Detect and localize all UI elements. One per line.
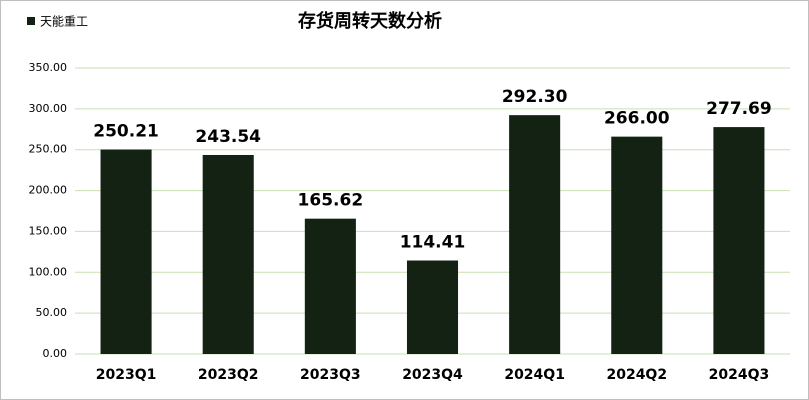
value-label: 292.30	[502, 87, 568, 107]
y-tick-label: 350.00	[29, 61, 68, 74]
bar	[304, 218, 356, 354]
bar	[509, 115, 561, 354]
x-tick-label: 2024Q1	[504, 367, 565, 383]
y-tick-label: 200.00	[29, 184, 68, 197]
value-label: 266.00	[604, 109, 670, 129]
x-tick-label: 2023Q3	[300, 367, 361, 383]
legend-label: 天能重工	[40, 15, 88, 29]
bar	[202, 154, 254, 354]
bar	[611, 136, 663, 354]
chart-title: 存货周转天数分析	[298, 10, 442, 32]
value-label: 243.54	[195, 127, 261, 147]
value-label: 165.62	[298, 191, 364, 211]
value-label: 114.41	[400, 233, 466, 253]
y-tick-label: 300.00	[29, 102, 68, 115]
value-label: 250.21	[93, 122, 159, 142]
x-tick-label: 2024Q3	[709, 367, 770, 383]
y-tick-label: 250.00	[29, 143, 68, 156]
x-tick-label: 2023Q2	[198, 367, 259, 383]
x-tick-label: 2024Q2	[606, 367, 667, 383]
x-tick-label: 2023Q4	[402, 367, 463, 383]
y-tick-label: 0.00	[43, 347, 68, 360]
y-tick-label: 50.00	[36, 306, 68, 319]
y-tick-label: 150.00	[29, 224, 68, 237]
legend-swatch	[27, 17, 35, 25]
bar	[713, 127, 765, 354]
x-tick-label: 2023Q1	[96, 367, 157, 383]
y-tick-label: 100.00	[29, 265, 68, 278]
value-label: 277.69	[706, 99, 772, 119]
bar	[100, 149, 152, 354]
bar	[406, 260, 459, 354]
